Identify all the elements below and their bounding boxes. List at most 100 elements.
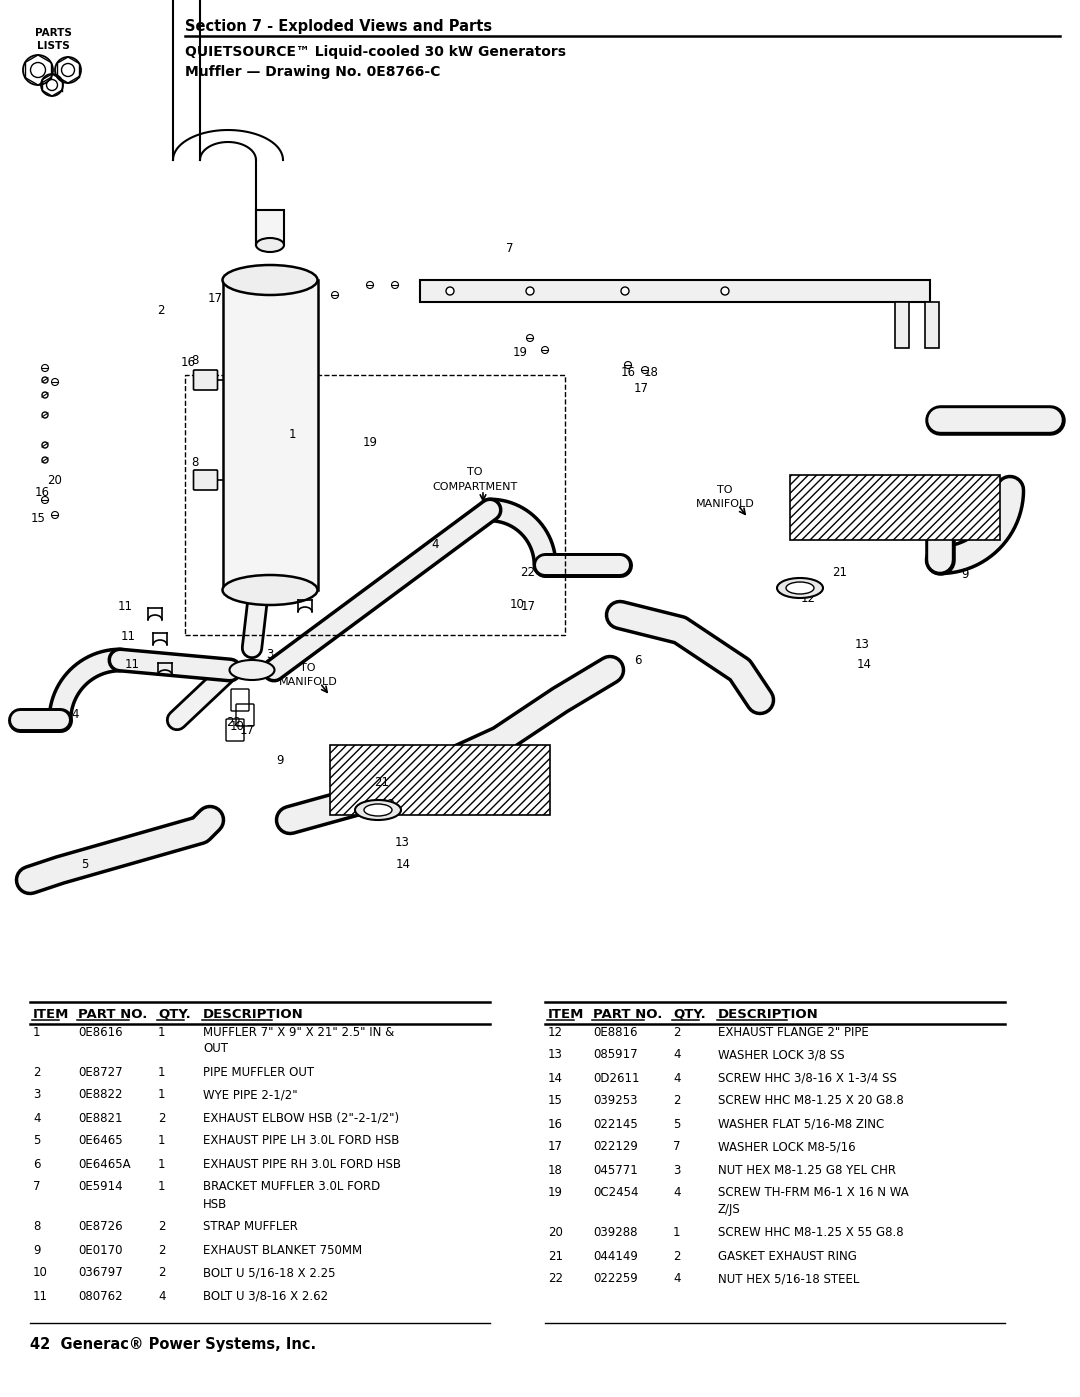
Text: 1: 1 xyxy=(673,1227,680,1239)
Text: 1: 1 xyxy=(288,429,296,441)
Text: 11: 11 xyxy=(283,594,297,606)
Text: 17: 17 xyxy=(548,1140,563,1154)
Text: 21: 21 xyxy=(375,775,390,788)
Text: 4: 4 xyxy=(158,1289,165,1302)
Text: SCREW HHC M8-1.25 X 55 G8.8: SCREW HHC M8-1.25 X 55 G8.8 xyxy=(718,1227,904,1239)
Text: 080762: 080762 xyxy=(78,1289,123,1302)
Text: 2: 2 xyxy=(673,1025,680,1038)
Text: 7: 7 xyxy=(507,242,514,254)
Text: 13: 13 xyxy=(394,837,409,849)
Circle shape xyxy=(366,282,374,289)
Text: Muffler — Drawing No. 0E8766-C: Muffler — Drawing No. 0E8766-C xyxy=(185,66,441,80)
Text: 17: 17 xyxy=(521,599,536,612)
Text: 11: 11 xyxy=(121,630,135,643)
Text: 022129: 022129 xyxy=(593,1140,638,1154)
Circle shape xyxy=(42,393,48,398)
Ellipse shape xyxy=(256,237,284,251)
Text: 12: 12 xyxy=(548,1025,563,1038)
Text: SCREW HHC 3/8-16 X 1-3/4 SS: SCREW HHC 3/8-16 X 1-3/4 SS xyxy=(718,1071,896,1084)
Ellipse shape xyxy=(222,265,318,295)
Text: 1: 1 xyxy=(33,1025,41,1038)
Text: 19: 19 xyxy=(363,436,378,450)
Text: 22: 22 xyxy=(548,1273,563,1285)
Bar xyxy=(789,475,1000,541)
FancyBboxPatch shape xyxy=(193,469,217,490)
Text: 2: 2 xyxy=(158,1267,165,1280)
Text: 16: 16 xyxy=(180,355,195,369)
Text: 2: 2 xyxy=(33,1066,41,1078)
Circle shape xyxy=(41,496,49,503)
Text: BOLT U 3/8-16 X 2.62: BOLT U 3/8-16 X 2.62 xyxy=(203,1289,328,1302)
Circle shape xyxy=(42,441,48,448)
Text: 4: 4 xyxy=(673,1049,680,1062)
Text: 18: 18 xyxy=(234,270,249,282)
Text: EXHAUST PIPE RH 3.0L FORD HSB: EXHAUST PIPE RH 3.0L FORD HSB xyxy=(203,1158,401,1171)
Text: 0E8816: 0E8816 xyxy=(593,1025,637,1038)
Bar xyxy=(924,302,939,348)
Text: DESCRIPTION: DESCRIPTION xyxy=(718,1007,819,1021)
Text: 039253: 039253 xyxy=(593,1094,637,1108)
Text: 0E5914: 0E5914 xyxy=(78,1180,123,1193)
Ellipse shape xyxy=(229,659,274,680)
Circle shape xyxy=(391,282,399,289)
Circle shape xyxy=(527,334,534,341)
Text: 6: 6 xyxy=(33,1158,41,1171)
Text: QUIETSOURCE™ Liquid-cooled 30 kW Generators: QUIETSOURCE™ Liquid-cooled 30 kW Generat… xyxy=(185,45,566,59)
Text: 18: 18 xyxy=(644,366,659,379)
Text: 4: 4 xyxy=(673,1273,680,1285)
Text: 19: 19 xyxy=(548,1186,563,1200)
Text: 7: 7 xyxy=(33,1180,41,1193)
Text: 036797: 036797 xyxy=(78,1267,123,1280)
Text: 085917: 085917 xyxy=(593,1049,637,1062)
Text: 4: 4 xyxy=(33,1112,41,1125)
Text: 2: 2 xyxy=(673,1249,680,1263)
Text: WASHER FLAT 5/16-M8 ZINC: WASHER FLAT 5/16-M8 ZINC xyxy=(718,1118,885,1130)
Circle shape xyxy=(526,286,534,295)
Text: PIPE MUFFLER OUT: PIPE MUFFLER OUT xyxy=(203,1066,314,1078)
Text: 022145: 022145 xyxy=(593,1118,638,1130)
Text: 4: 4 xyxy=(673,1071,680,1084)
Text: 1: 1 xyxy=(158,1158,165,1171)
Text: 5: 5 xyxy=(81,859,89,872)
Text: 16: 16 xyxy=(621,366,635,379)
Text: 0D2611: 0D2611 xyxy=(593,1071,639,1084)
Text: 2: 2 xyxy=(158,303,165,317)
Text: EXHAUST BLANKET 750MM: EXHAUST BLANKET 750MM xyxy=(203,1243,362,1256)
Circle shape xyxy=(642,366,648,373)
Ellipse shape xyxy=(222,576,318,605)
Text: 4: 4 xyxy=(673,1186,680,1200)
Ellipse shape xyxy=(786,583,814,594)
Text: 6: 6 xyxy=(634,654,642,666)
Circle shape xyxy=(41,365,49,372)
Text: 13: 13 xyxy=(548,1049,563,1062)
Text: 8: 8 xyxy=(191,353,199,366)
Bar xyxy=(256,210,284,244)
Circle shape xyxy=(621,286,629,295)
Text: 19: 19 xyxy=(513,345,527,359)
Text: 2: 2 xyxy=(158,1112,165,1125)
Circle shape xyxy=(52,379,58,386)
Text: 0E6465: 0E6465 xyxy=(78,1134,123,1147)
Text: 5: 5 xyxy=(33,1134,40,1147)
Text: 14: 14 xyxy=(548,1071,563,1084)
Text: EXHAUST FLANGE 2" PIPE: EXHAUST FLANGE 2" PIPE xyxy=(718,1025,868,1038)
Text: 22: 22 xyxy=(227,715,242,728)
Text: 10: 10 xyxy=(230,719,244,732)
Text: BRACKET MUFFLER 3.0L FORD: BRACKET MUFFLER 3.0L FORD xyxy=(203,1180,380,1193)
Text: 4: 4 xyxy=(71,708,79,721)
Text: WASHER LOCK 3/8 SS: WASHER LOCK 3/8 SS xyxy=(718,1049,845,1062)
Text: 11: 11 xyxy=(118,601,133,613)
Text: 4: 4 xyxy=(431,538,438,552)
Text: 15: 15 xyxy=(548,1094,563,1108)
Text: 10: 10 xyxy=(510,598,525,610)
Text: 044149: 044149 xyxy=(593,1249,638,1263)
Text: 0E8727: 0E8727 xyxy=(78,1066,123,1078)
Text: TO: TO xyxy=(717,485,732,495)
Text: 1: 1 xyxy=(158,1180,165,1193)
Circle shape xyxy=(42,457,48,462)
Text: 8: 8 xyxy=(33,1221,40,1234)
Circle shape xyxy=(624,362,632,369)
Text: LISTS: LISTS xyxy=(37,41,69,52)
Text: 12: 12 xyxy=(800,591,815,605)
Text: 20: 20 xyxy=(548,1227,563,1239)
